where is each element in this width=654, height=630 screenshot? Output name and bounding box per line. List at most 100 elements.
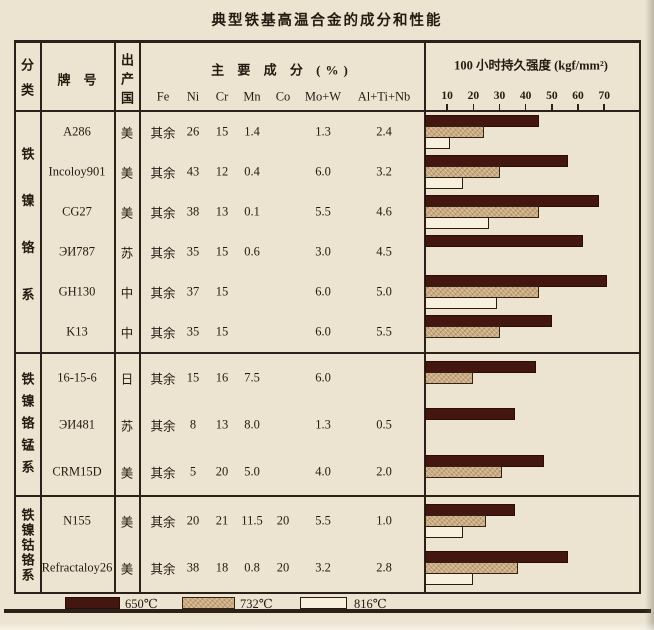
composition-mo_w-cell: 4.0	[315, 464, 331, 478]
composition-cr-cell: 20	[215, 464, 229, 478]
category-label-0: 铁镍铬系	[19, 146, 35, 335]
composition-mn-cell: 11.5	[241, 513, 263, 528]
grade-cell: K13	[66, 324, 88, 339]
composition-cr-cell: 15	[215, 124, 229, 139]
composition-element-label: Al+Ti+Nb	[357, 89, 411, 104]
country-cell: 中	[120, 326, 134, 341]
legend-swatch-650-icon	[65, 597, 120, 609]
composition-element-label: Fe	[156, 89, 170, 104]
composition-ni-cell: 35	[186, 244, 200, 259]
composition-mo_w-cell: 6.0	[315, 164, 331, 179]
composition-ni-cell: 8	[189, 417, 197, 431]
composition-al_ti_nb-cell: 3.2	[376, 164, 392, 179]
bar-650	[425, 407, 516, 420]
composition-ni-cell: 38	[186, 560, 200, 575]
axis-tick-label: 40	[519, 90, 532, 102]
composition-mn-cell: 7.5	[244, 370, 260, 384]
composition-element-label: Ni	[186, 89, 200, 104]
axis-tick	[446, 104, 448, 110]
grade-cell: GH130	[58, 284, 96, 299]
composition-mn-cell: 8.0	[244, 417, 260, 431]
chart-title: 100 小时持久强度 (kgf/mm²)	[454, 58, 608, 73]
composition-mn-cell: 0.4	[244, 164, 260, 179]
composition-cr-cell: 15	[215, 284, 229, 299]
country-cell: 美	[120, 206, 134, 221]
country-cell: 美	[120, 466, 134, 480]
axis-tick-label: 20	[467, 90, 480, 102]
composition-al_ti_nb-cell: 2.4	[376, 124, 392, 139]
grade-cell: CRM15D	[52, 464, 102, 478]
category-label-1: 铁镍铬锰系	[19, 371, 35, 482]
composition-al_ti_nb-cell: 2.8	[376, 560, 392, 575]
composition-fe-cell: 其余	[150, 166, 176, 181]
composition-al_ti_nb-cell: 4.5	[376, 244, 392, 259]
composition-fe-cell: 其余	[150, 286, 176, 301]
bar-816	[425, 177, 463, 189]
composition-element-label: Mn	[243, 89, 261, 104]
grade-cell: Refractaloy26	[41, 560, 113, 575]
grade-cell: A286	[63, 124, 91, 139]
composition-fe-cell: 其余	[150, 515, 176, 530]
bar-732	[425, 126, 484, 138]
grade-cell: N155	[63, 513, 91, 528]
axis-tick-label: 30	[493, 90, 506, 102]
composition-al_ti_nb-cell: 0.5	[376, 417, 392, 431]
composition-mo_w-cell: 6.0	[315, 370, 331, 384]
composition-al_ti_nb-cell: 5.0	[376, 284, 392, 299]
axis-tick	[551, 104, 553, 110]
composition-cr-cell: 21	[215, 513, 229, 528]
table-top-border	[14, 40, 641, 43]
composition-mo_w-cell: 1.3	[315, 417, 331, 431]
grade-cell: Incoloy901	[48, 164, 106, 179]
composition-fe-cell: 其余	[150, 419, 176, 433]
composition-ni-cell: 43	[186, 164, 200, 179]
composition-mo_w-cell: 5.5	[315, 513, 331, 528]
axis-tick	[524, 104, 527, 110]
composition-mn-cell: 1.4	[244, 124, 260, 139]
composition-fe-cell: 其余	[150, 246, 176, 261]
col-divider-country	[139, 40, 141, 594]
country-cell: 美	[120, 515, 134, 530]
table-left-border	[14, 40, 16, 594]
composition-al_ti_nb-cell: 1.0	[376, 513, 392, 528]
composition-ni-cell: 26	[186, 124, 200, 139]
table-bottom-rule	[14, 592, 641, 594]
composition-fe-cell: 其余	[150, 126, 176, 141]
composition-mo_w-cell: 5.5	[315, 204, 331, 219]
composition-mn-cell: 0.1	[244, 204, 260, 219]
bar-816	[425, 525, 463, 538]
table-right-border	[639, 40, 641, 594]
composition-ni-cell: 5	[189, 464, 197, 478]
col-divider-class	[40, 40, 42, 594]
grade-cell: CG27	[62, 204, 92, 219]
composition-cr-cell: 16	[215, 370, 229, 384]
composition-mn-cell: 5.0	[244, 464, 260, 478]
country-cell: 美	[120, 562, 134, 577]
legend-label-816: 816℃	[354, 597, 387, 611]
axis-tick	[603, 104, 605, 110]
country-cell: 苏	[120, 419, 134, 433]
composition-mo_w-cell: 6.0	[315, 284, 331, 299]
grade-cell: ЭИ787	[58, 244, 96, 259]
composition-fe-cell: 其余	[150, 206, 176, 221]
composition-mo_w-cell: 6.0	[315, 324, 331, 339]
country-cell: 美	[120, 166, 134, 181]
page-title: 典型铁基高温合金的成分和性能	[211, 13, 443, 29]
country-cell: 美	[120, 126, 134, 141]
bar-650	[425, 235, 584, 247]
composition-mn-cell: 0.8	[244, 560, 260, 575]
composition-fe-cell: 其余	[150, 562, 176, 577]
grade-cell: 16-15-6	[57, 370, 97, 384]
composition-ni-cell: 35	[186, 324, 200, 339]
grade-cell: ЭИ481	[58, 417, 96, 431]
bar-650	[425, 360, 537, 373]
axis-tick-label: 50	[546, 90, 558, 102]
composition-co-cell: 20	[276, 560, 290, 575]
bar-732	[425, 326, 500, 338]
axis-tick-label: 10	[441, 90, 453, 102]
header-bottom-rule	[14, 110, 641, 112]
composition-al_ti_nb-cell: 5.5	[376, 324, 392, 339]
composition-cr-cell: 13	[215, 204, 229, 219]
header-country: 出产国	[119, 53, 134, 110]
